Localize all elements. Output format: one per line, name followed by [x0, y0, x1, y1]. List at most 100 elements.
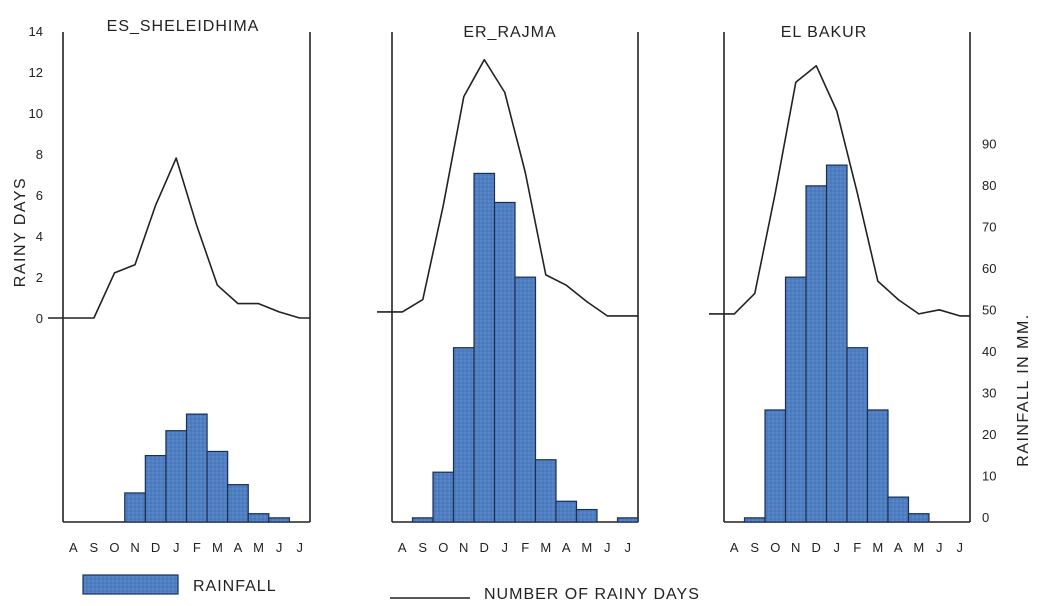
rainfall-bar	[743, 517, 766, 523]
left-axis: RAINY DAYS 0 2 4 6 8 10 12 14	[12, 24, 43, 326]
rainfall-bar	[411, 517, 434, 523]
rainfall-bar	[555, 500, 578, 523]
panel-title: EL BAKUR	[781, 24, 868, 41]
month-label: J	[296, 540, 303, 555]
rainfall-bar	[887, 496, 910, 523]
left-tick-label: 12	[29, 65, 43, 80]
rainfall-bar	[514, 276, 537, 523]
right-tick-label: 80	[982, 178, 996, 193]
month-label: A	[398, 540, 407, 555]
month-label: O	[109, 540, 119, 555]
month-label: D	[480, 540, 489, 555]
right-tick-label: 60	[982, 261, 996, 276]
rainfall-bar	[764, 409, 787, 523]
right-tick-label: 90	[982, 137, 996, 152]
rainfall-bar	[846, 347, 869, 523]
rainfall-bar	[616, 517, 639, 523]
right-axis-ticks: 0 10 20 30 40 50 60 70 80 90	[982, 137, 996, 526]
month-label: J	[957, 540, 964, 555]
right-tick-label: 10	[982, 469, 996, 484]
month-label: J	[173, 540, 180, 555]
month-label: F	[193, 540, 201, 555]
month-label: M	[212, 540, 223, 555]
rainfall-bar	[575, 508, 598, 523]
rainfall-bar	[124, 492, 146, 523]
rainfall-bar	[473, 172, 496, 523]
left-tick-label: 4	[36, 229, 43, 244]
month-label: D	[812, 540, 821, 555]
rainfall-bar	[227, 484, 249, 523]
legend-rainfall-swatch	[82, 574, 179, 595]
left-axis-ticks: 0 2 4 6 8 10 12 14	[29, 24, 43, 326]
month-label: A	[730, 540, 739, 555]
right-tick-label: 20	[982, 427, 996, 442]
rainfall-bar	[805, 185, 828, 523]
month-label: J	[834, 540, 841, 555]
month-label: S	[90, 540, 99, 555]
left-tick-label: 10	[29, 106, 43, 121]
left-tick-label: 6	[36, 188, 43, 203]
panel-title: ES_SHELEIDHIMA	[107, 18, 260, 35]
month-label: A	[894, 540, 903, 555]
month-label: F	[521, 540, 529, 555]
rainfall-bar	[452, 347, 475, 523]
month-label: M	[581, 540, 592, 555]
month-label: N	[130, 540, 139, 555]
month-label: M	[253, 540, 264, 555]
right-tick-label: 40	[982, 344, 996, 359]
left-tick-label: 0	[36, 311, 43, 326]
month-label: N	[459, 540, 468, 555]
month-label: J	[604, 540, 611, 555]
rainfall-bar	[493, 201, 516, 523]
rainfall-bar	[206, 450, 229, 523]
rainy-days-line	[377, 58, 638, 317]
right-axis-title: RAINFALL IN MM.	[1015, 313, 1032, 466]
panel-title: ER_RAJMA	[463, 24, 556, 41]
legend-rainfall-label: RAINFALL	[193, 578, 277, 595]
rainy-days-line	[48, 157, 310, 319]
left-tick-label: 14	[29, 24, 43, 39]
month-label: O	[438, 540, 448, 555]
right-tick-label: 70	[982, 220, 996, 235]
legend-rainy-days-label: NUMBER OF RAINY DAYS	[484, 586, 700, 603]
month-label: A	[69, 540, 78, 555]
month-label: J	[936, 540, 943, 555]
left-axis-title: RAINY DAYS	[12, 177, 29, 287]
month-label: M	[540, 540, 551, 555]
month-label: F	[853, 540, 861, 555]
legend: RAINFALL NUMBER OF RAINY DAYS	[82, 574, 700, 603]
right-tick-label: 50	[982, 303, 996, 318]
rainfall-bar	[825, 164, 848, 523]
rainfall-bar	[866, 409, 889, 523]
month-label: S	[418, 540, 427, 555]
rainfall-bar	[247, 513, 270, 523]
left-tick-label: 8	[36, 147, 43, 162]
month-label: M	[913, 540, 924, 555]
rainfall-bar	[784, 276, 807, 523]
right-axis: RAINFALL IN MM. 0 10 20 30 40 50 60 70 80 90	[982, 137, 1032, 526]
right-tick-label: 30	[982, 386, 996, 401]
month-label: J	[625, 540, 632, 555]
rainfall-bar	[268, 517, 291, 523]
rainfall-bar	[144, 455, 167, 523]
right-tick-label: 0	[982, 510, 989, 525]
left-tick-label: 2	[36, 270, 43, 285]
rainfall-bar	[534, 459, 557, 523]
rainfall-bar	[907, 513, 930, 523]
month-label: J	[276, 540, 283, 555]
month-label: M	[872, 540, 883, 555]
month-label: O	[770, 540, 780, 555]
month-label: A	[562, 540, 571, 555]
rainfall-bar	[432, 471, 455, 523]
rainfall-bar	[185, 413, 208, 523]
month-label: J	[502, 540, 509, 555]
month-label: D	[151, 540, 160, 555]
month-label: A	[234, 540, 243, 555]
rainfall-bar	[165, 430, 188, 523]
month-label: S	[750, 540, 759, 555]
rainy-days-line	[709, 65, 970, 317]
